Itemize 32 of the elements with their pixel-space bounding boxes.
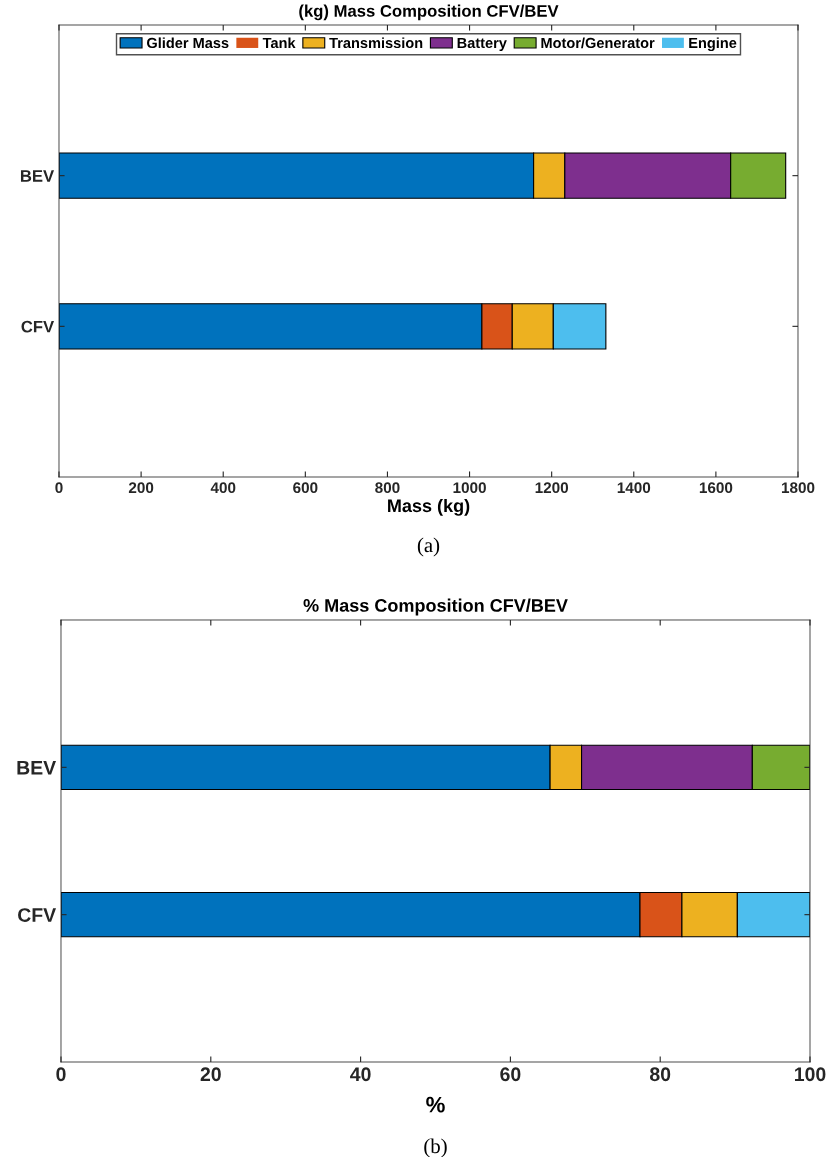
y-tick-label: BEV [20,170,55,182]
legend-label: Motor/Generator [541,37,655,49]
x-tick-label: 1600 [699,482,733,494]
x-tick-label: 1400 [617,482,651,494]
x-tick-label: 1200 [535,482,569,494]
x-axis-title: % [426,1096,445,1113]
x-tick-label: 800 [375,482,400,494]
x-tick-label: 0 [56,1067,66,1082]
x-tick-label: 200 [128,482,154,494]
x-tick-label: 1000 [453,482,486,494]
chart-title: (kg) Mass Composition CFV/BEV [299,4,559,21]
x-tick-label: 600 [293,482,318,494]
text: (b) [424,1138,447,1157]
chart-title: % Mass Composition CFV/BEV [303,598,568,616]
x-tick-label: 60 [500,1067,521,1082]
legend-label: Battery [457,37,507,51]
x-tick-label: 0 [55,482,63,494]
legend-label: Glider Mass [147,37,229,49]
text: (a) [417,537,440,557]
x-axis-title: Mass (kg) [388,498,470,516]
x-tick-label: 80 [650,1067,671,1082]
y-tick-label: CFV [18,908,57,922]
x-tick-label: 1800 [781,482,815,494]
x-tick-label: 100 [795,1067,826,1082]
legend-label: Transmission [329,37,423,49]
y-tick-label: BEV [17,761,56,775]
legend-label: Engine [689,37,737,52]
x-tick-label: 20 [200,1067,221,1082]
x-tick-label: 40 [350,1067,371,1082]
y-tick-label: CFV [21,320,55,333]
legend-label: Tank [262,37,296,49]
x-tick-label: 400 [210,482,236,494]
